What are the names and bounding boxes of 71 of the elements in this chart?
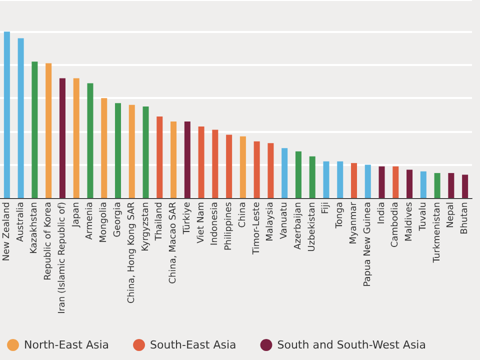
x-tick-label: New Zealand bbox=[2, 202, 12, 262]
bar bbox=[295, 151, 302, 198]
x-tick-label: Fiji bbox=[321, 202, 332, 214]
x-tick-label: Türkiye bbox=[182, 202, 192, 236]
x-tick-label: Myanmar bbox=[349, 202, 359, 244]
bar bbox=[282, 148, 288, 198]
bar bbox=[142, 106, 149, 198]
bar bbox=[337, 161, 344, 198]
x-tick-label: Australia bbox=[16, 202, 26, 242]
bar bbox=[59, 78, 66, 198]
bar bbox=[46, 63, 52, 198]
x-tick-label: Tuvalu bbox=[418, 202, 428, 232]
x-tick-label: Kyrgyzstan bbox=[140, 202, 151, 252]
x-tick-label: Malaysia bbox=[266, 202, 276, 242]
legend-label: North-East Asia bbox=[24, 338, 110, 352]
x-tick-label: Maldives bbox=[404, 202, 415, 242]
x-tick-label: Mongolia bbox=[99, 202, 110, 243]
x-tick-label: Timor-Leste bbox=[252, 202, 262, 256]
bar bbox=[101, 98, 108, 198]
bar bbox=[32, 62, 38, 198]
x-tick-label: Republic of Korea bbox=[44, 202, 54, 280]
x-tick-label: Indonesia bbox=[210, 202, 220, 246]
x-tick-label: Nepal bbox=[446, 202, 456, 228]
bar bbox=[434, 173, 440, 198]
bar bbox=[462, 174, 468, 198]
x-tick-label: Azerbaijan bbox=[293, 202, 304, 250]
bar bbox=[184, 121, 190, 198]
bar bbox=[128, 104, 135, 198]
bar bbox=[268, 143, 274, 198]
bar bbox=[18, 38, 24, 198]
x-tick-label: Viet Nam bbox=[196, 202, 206, 244]
bar bbox=[115, 103, 121, 198]
x-tick-label: Papua New Guinea bbox=[362, 202, 373, 287]
x-tick-label: Turkmenistan bbox=[432, 202, 442, 264]
bar bbox=[378, 166, 385, 198]
bar bbox=[226, 134, 232, 198]
x-tick-label: Vanuatu bbox=[280, 202, 290, 240]
bar bbox=[240, 136, 246, 198]
x-tick-label: China, Hong Kong SAR bbox=[126, 202, 137, 304]
x-tick-label: Philippines bbox=[224, 202, 234, 250]
bar bbox=[198, 126, 204, 198]
bar bbox=[448, 173, 454, 198]
x-tick-label: Kazakhstan bbox=[30, 202, 40, 254]
x-tick-label: Bhutan bbox=[460, 202, 470, 234]
bar bbox=[212, 130, 218, 198]
bar bbox=[420, 171, 426, 198]
bar bbox=[254, 141, 260, 198]
bar bbox=[351, 163, 357, 198]
bar bbox=[87, 83, 94, 198]
x-tick-label: Uzbekistan bbox=[307, 202, 318, 252]
bar bbox=[170, 121, 177, 198]
x-tick-label: China, Macao SAR bbox=[168, 202, 179, 284]
legend-label: South-East Asia bbox=[150, 338, 236, 352]
bar bbox=[73, 78, 80, 198]
x-tick-label: Tonga bbox=[335, 202, 346, 230]
bar bbox=[156, 116, 163, 198]
x-tick-label: India bbox=[376, 202, 387, 224]
x-tick-label: Georgia bbox=[113, 202, 123, 238]
x-tick-label: Armenia bbox=[85, 202, 96, 240]
bar bbox=[406, 170, 413, 198]
legend-label: South and South-West Asia bbox=[277, 338, 426, 352]
x-tick-label: China bbox=[238, 202, 248, 228]
x-tick-label: Thailand bbox=[154, 202, 165, 242]
x-tick-label: Cambodia bbox=[390, 202, 401, 248]
x-tick-label: Iran (Islamic Republic of) bbox=[57, 202, 68, 314]
bar bbox=[364, 164, 371, 198]
x-tick-label: Japan bbox=[71, 202, 82, 228]
bar bbox=[392, 166, 399, 198]
bar bbox=[309, 156, 316, 198]
bar bbox=[323, 161, 330, 198]
bar bbox=[4, 32, 10, 198]
